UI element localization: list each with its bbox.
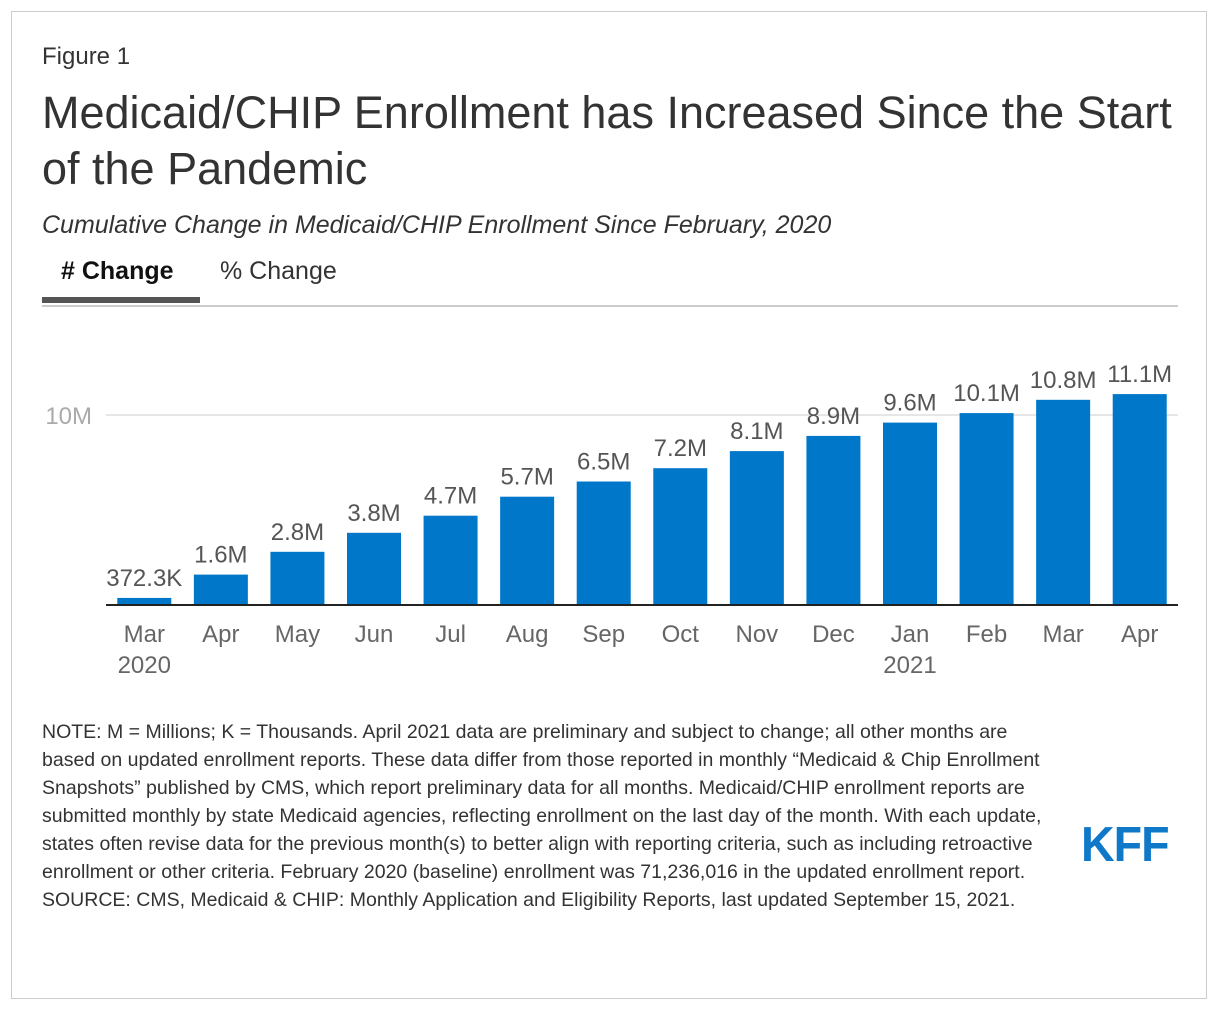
x-tick-label: Apr	[202, 621, 239, 648]
tab-number-change[interactable]: # Change	[61, 257, 174, 285]
bar	[806, 435, 861, 605]
x-tick-label: Dec	[812, 621, 855, 648]
bar	[1112, 394, 1167, 605]
x-tick-label: 2021	[883, 652, 936, 679]
source-text: SOURCE: CMS, Medicaid & CHIP: Monthly Ap…	[42, 889, 1016, 911]
bar	[576, 481, 631, 605]
x-tick-label: Jan	[891, 621, 930, 648]
x-tick-label: Jun	[355, 621, 394, 648]
x-tick-label: May	[275, 621, 320, 648]
data-label: 1.6M	[194, 542, 247, 569]
bar	[653, 468, 708, 605]
note-text: NOTE: M = Millions; K = Thousands. April…	[42, 721, 1042, 883]
y-tick-label: 10M	[45, 403, 92, 430]
x-tick-label: Feb	[966, 621, 1007, 648]
bar	[1036, 399, 1091, 605]
data-label: 9.6M	[883, 390, 936, 417]
bar	[883, 422, 937, 605]
data-label: 10.1M	[953, 380, 1020, 407]
data-label: 3.8M	[347, 500, 400, 527]
x-tick-label: Jul	[435, 621, 466, 648]
data-label: 8.9M	[807, 403, 860, 430]
bar	[959, 413, 1014, 605]
x-tick-label: Oct	[662, 621, 700, 648]
chart-note: NOTE: M = Millions; K = Thousands. April…	[42, 718, 1062, 914]
data-label: 2.8M	[271, 519, 324, 546]
x-tick-label: Nov	[736, 621, 779, 648]
data-label: 6.5M	[577, 449, 630, 476]
x-tick-label: Mar	[124, 621, 165, 648]
tab-percent-change[interactable]: % Change	[220, 257, 337, 285]
bar	[729, 451, 784, 605]
active-tab-indicator	[42, 297, 200, 303]
bar	[347, 532, 401, 605]
figure-frame	[11, 11, 1207, 999]
data-label: 372.3K	[106, 565, 182, 592]
x-tick-label: Apr	[1121, 621, 1158, 648]
x-tick-label: Sep	[582, 621, 625, 648]
figure-label: Figure 1	[42, 43, 131, 70]
bar	[193, 574, 248, 605]
data-label: 10.8M	[1030, 367, 1097, 394]
bar-chart: 10M 372.3K Mar 2020 1.6M Apr 2.8M May 3.8M Jun 4.7…	[45, 361, 1178, 679]
bar	[500, 496, 555, 605]
data-label: 4.7M	[424, 483, 477, 510]
chart-title: Medicaid/CHIP Enrollment has Increased S…	[42, 87, 1172, 194]
bar	[117, 597, 172, 605]
bar	[423, 515, 478, 605]
kff-logo: KFF	[1081, 818, 1170, 872]
x-tick-label: Mar	[1042, 621, 1083, 648]
tab-bar: # Change % Change	[42, 255, 1178, 307]
x-tick-label: 2020	[118, 652, 171, 679]
data-label: 7.2M	[654, 435, 707, 462]
data-label: 5.7M	[500, 464, 553, 491]
bar	[270, 551, 325, 605]
chart-subtitle: Cumulative Change in Medicaid/CHIP Enrol…	[42, 211, 832, 239]
data-label: 11.1M	[1107, 361, 1172, 388]
data-label: 8.1M	[730, 418, 783, 445]
x-tick-label: Aug	[506, 621, 549, 648]
